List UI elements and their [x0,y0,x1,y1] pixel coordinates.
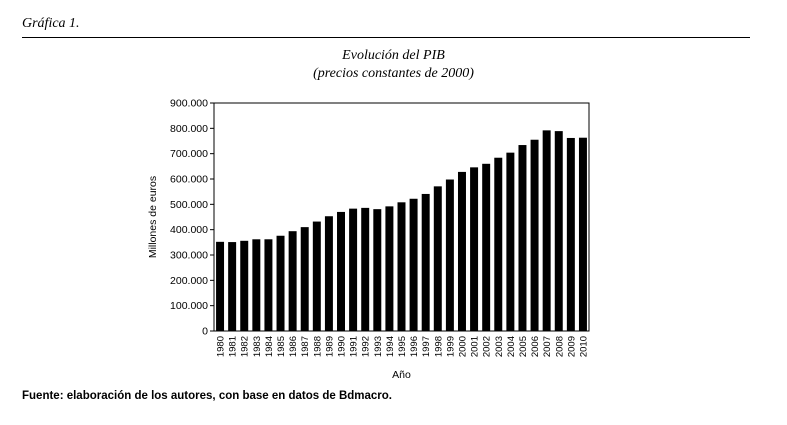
x-axis-label: Año [392,369,411,381]
bar-1984 [264,239,273,331]
bar-1987 [300,227,309,331]
x-tick-label: 1983 [252,336,263,357]
x-tick-label: 2006 [530,336,541,357]
bar-1993 [373,209,382,331]
x-tick-label: 2003 [494,336,505,357]
x-tick-label: 1982 [240,336,251,357]
bar-1981 [228,242,237,331]
x-tick-label: 1990 [337,336,348,357]
bar-1998 [433,186,442,331]
chart-title: Evolución del PIB [342,48,445,63]
bar-2007 [542,130,551,331]
bar-1994 [385,206,394,331]
x-tick-label: 2007 [542,336,553,357]
x-tick-label: 1995 [397,336,408,357]
x-tick-label: 1999 [445,336,456,357]
chart-subtitle: (precios constantes de 2000) [313,66,474,81]
bar-2000 [457,171,466,331]
x-tick-label: 1996 [409,336,420,357]
x-tick-label: 1998 [433,336,444,357]
x-axis: 1980 1981 1982 1983 1984 1985 1986 1987 1988 1989… [216,336,590,357]
top-rule [22,37,750,38]
y-tick-label: 900.000 [170,98,208,110]
y-tick-label: 500.000 [170,199,208,211]
bar-2008 [554,131,563,331]
bar-1997 [421,193,430,331]
y-tick-label: 800.000 [170,123,208,135]
x-tick-label: 2004 [506,336,517,357]
source-note: Fuente: elaboración de los autores, con … [22,390,393,402]
bar-2009 [566,137,575,331]
bar-2005 [518,145,527,331]
bar-1980 [216,241,225,331]
bar-1982 [240,240,249,331]
y-tick-label: 400.000 [170,224,208,236]
x-tick-label: 1985 [276,336,287,357]
y-tick-label: 700.000 [170,148,208,160]
x-tick-label: 2005 [518,336,529,357]
x-tick-label: 1994 [385,336,396,357]
x-tick-label: 1991 [349,336,360,357]
bar-1983 [252,239,261,331]
bar-1992 [361,207,370,331]
bar-1996 [409,198,418,331]
x-tick-label: 1988 [312,336,323,357]
y-tick-label: 0 [202,326,208,338]
bar-1990 [337,211,345,331]
y-axis: 0 100.000 200.000 300.000 400.000 500.000 600.… [170,98,214,338]
bar-1988 [312,221,321,331]
bar-2001 [470,167,479,331]
y-axis-label: Millones de euros [147,176,159,258]
y-tick-label: 200.000 [170,275,208,287]
y-tick-label: 600.000 [170,174,208,186]
x-tick-label: 2001 [470,336,481,357]
bar-1986 [288,231,297,331]
x-tick-label: 2002 [482,336,493,357]
bar-1999 [445,179,454,331]
x-tick-label: 1993 [373,336,384,357]
x-tick-label: 1997 [421,336,432,357]
bar-2004 [506,152,515,331]
x-tick-label: 2010 [578,336,589,357]
x-tick-label: 2000 [457,336,468,357]
bar-1991 [349,208,358,331]
bar-2003 [494,157,503,331]
bar-2010 [578,137,587,331]
x-tick-label: 1989 [324,336,335,357]
x-tick-label: 1980 [216,336,227,357]
bar-1995 [397,202,406,331]
x-tick-label: 1986 [288,336,299,357]
x-tick-label: 1992 [361,336,372,357]
bar-2002 [482,163,491,331]
y-tick-label: 300.000 [170,250,208,262]
x-tick-label: 1984 [264,336,275,357]
bar-1985 [276,235,285,331]
figure-label: Gráfica 1. [22,16,80,31]
y-tick-label: 100.000 [170,300,208,312]
bar-2006 [530,139,539,331]
bars-group [216,130,587,331]
x-tick-label: 1987 [300,336,311,357]
plot-frame [213,102,590,332]
x-tick-label: 1981 [228,336,239,357]
bar-1989 [324,216,333,331]
x-tick-label: 2008 [554,336,565,357]
x-tick-label: 2009 [566,336,577,357]
